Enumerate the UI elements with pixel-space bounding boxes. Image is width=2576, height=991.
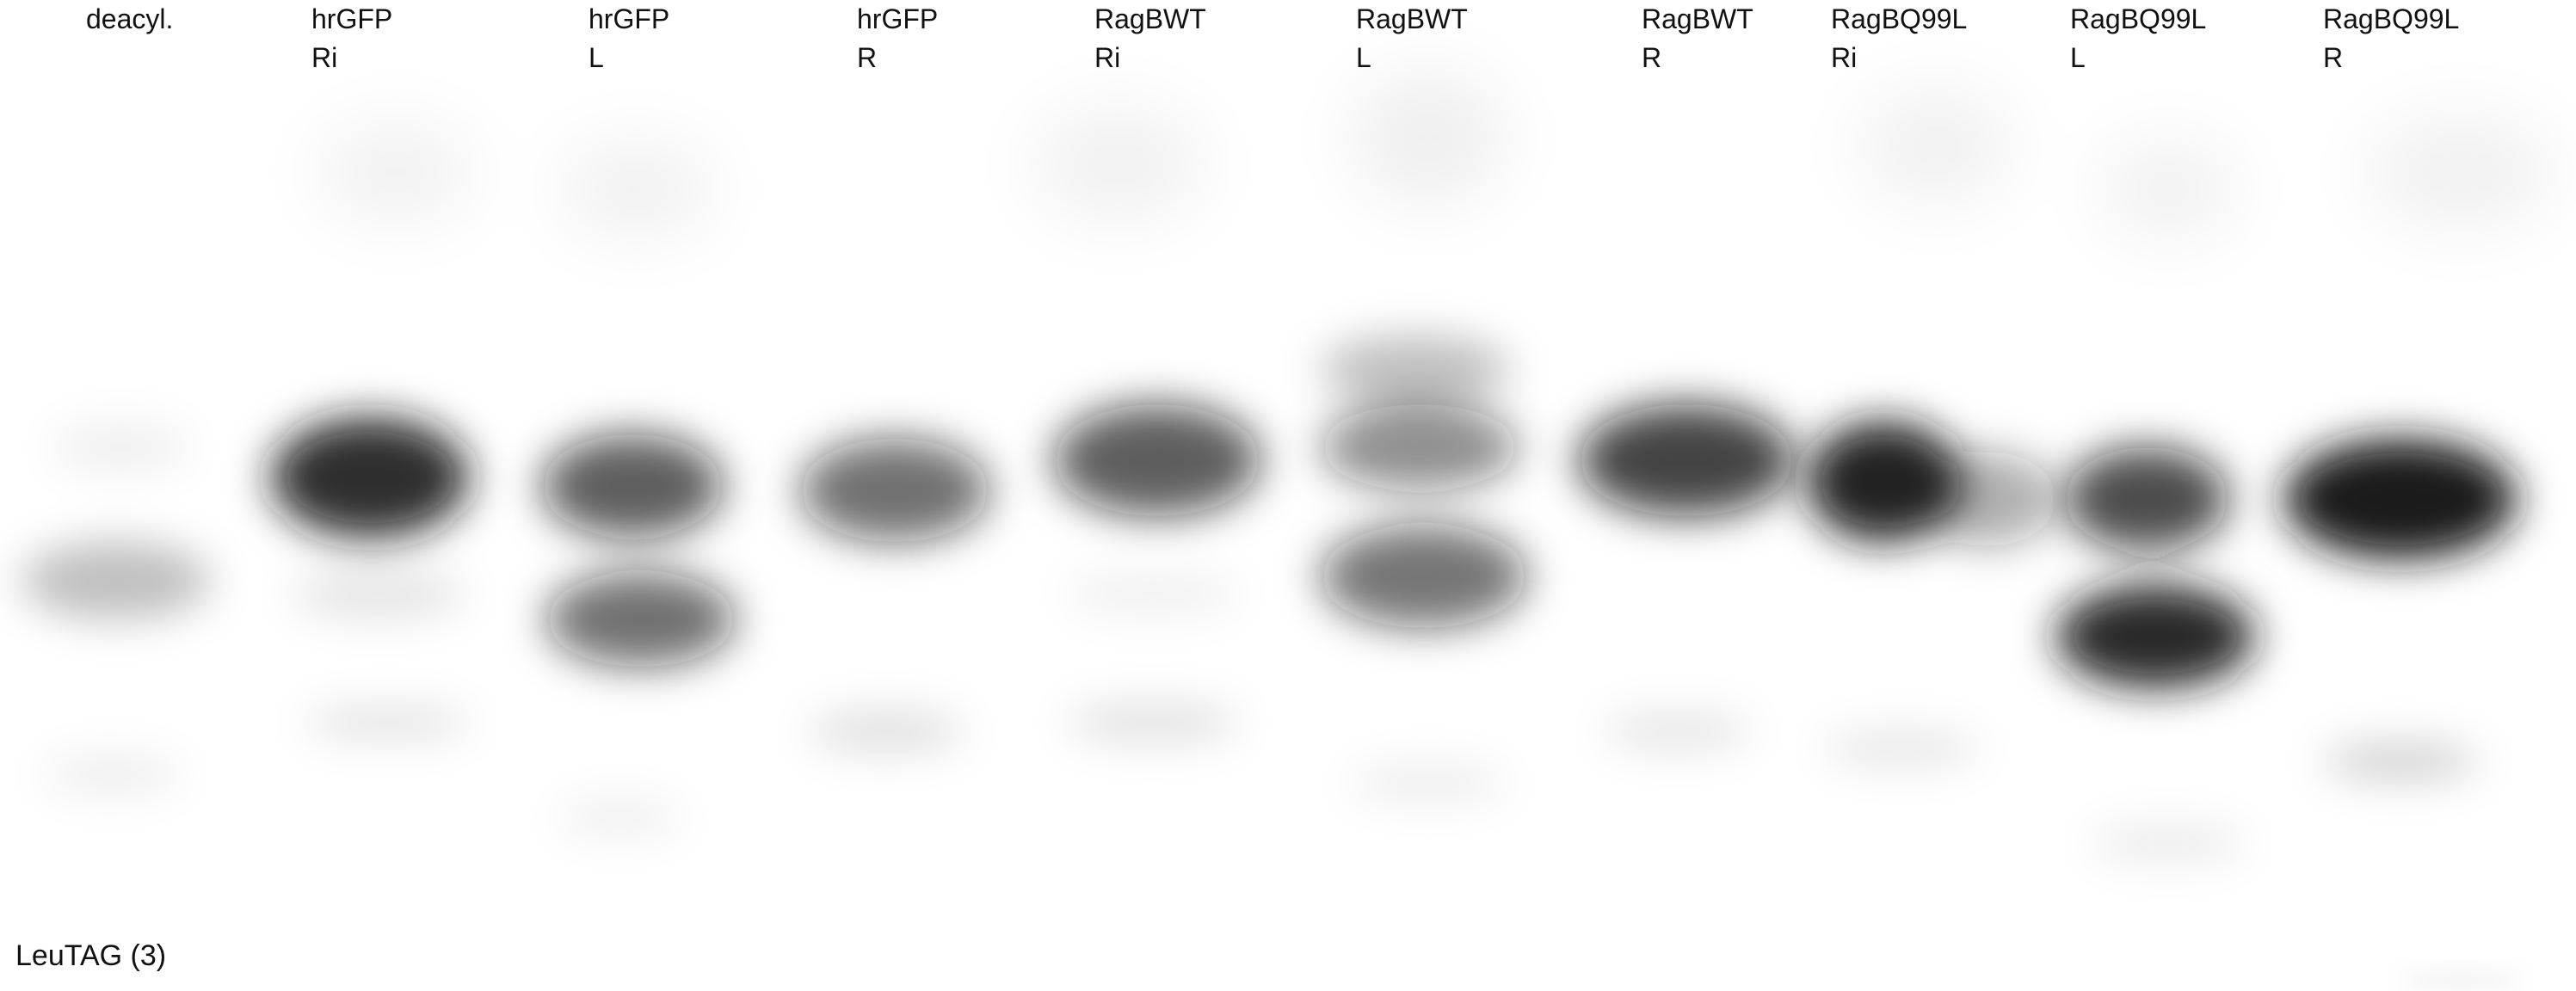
lane-label-line1: RagBWT bbox=[1094, 3, 1206, 34]
band bbox=[305, 707, 469, 738]
lane-label-ragbq99l-ri: RagBQ99L Ri bbox=[1831, 0, 1967, 77]
top-smear bbox=[2366, 112, 2555, 232]
band bbox=[293, 568, 465, 619]
lane-label-ragbwt-l: RagBWT L bbox=[1356, 0, 1468, 77]
lane-label-ragbwt-r: RagBWT R bbox=[1642, 0, 1753, 77]
top-smear bbox=[559, 138, 714, 241]
lane-label-ragbq99l-r: RagBQ99L R bbox=[2323, 0, 2459, 77]
band bbox=[52, 422, 189, 473]
band bbox=[2323, 742, 2478, 780]
band bbox=[271, 417, 469, 538]
band bbox=[1321, 525, 1527, 628]
lane-label-deacyl: deacyl. bbox=[86, 0, 173, 39]
band bbox=[1067, 704, 1239, 742]
lane-label-line1: deacyl. bbox=[86, 3, 174, 34]
lane-label-line2: L bbox=[589, 42, 604, 73]
top-smear bbox=[2099, 138, 2237, 241]
band bbox=[1351, 764, 1506, 802]
lane-label-line2: R bbox=[2323, 42, 2344, 73]
lane-label-line2: Ri bbox=[1831, 42, 1858, 73]
lane-label-ragbwt-ri: RagBWT Ri bbox=[1094, 0, 1206, 77]
band bbox=[1579, 404, 1794, 516]
top-smear bbox=[1351, 69, 1506, 206]
band bbox=[2284, 439, 2517, 559]
band bbox=[1054, 404, 1260, 516]
band bbox=[2065, 447, 2228, 551]
lane-label-hrgfp-ri: hrGFP Ri bbox=[311, 0, 392, 77]
band bbox=[2091, 824, 2246, 862]
lane-label-line1: RagBQ99L bbox=[2323, 3, 2460, 34]
band bbox=[809, 710, 964, 753]
lane-label-line1: RagBQ99L bbox=[1831, 3, 1968, 34]
blot-caption: LeuTAG (3) bbox=[15, 939, 167, 972]
band bbox=[559, 800, 680, 834]
lane-label-line1: RagBQ99L bbox=[2070, 3, 2207, 34]
band bbox=[1321, 404, 1519, 490]
top-smear bbox=[1858, 86, 2013, 206]
lane-label-line1: RagBWT bbox=[1356, 3, 1468, 34]
top-smear bbox=[1032, 103, 1205, 224]
lane-label-line2: R bbox=[1642, 42, 1662, 73]
band bbox=[1321, 335, 1510, 404]
top-smear bbox=[318, 120, 473, 224]
smudge bbox=[2400, 970, 2521, 991]
lane-label-ragbq99l-l: RagBQ99L L bbox=[2070, 0, 2206, 77]
lane-label-line2: Ri bbox=[1094, 42, 1121, 73]
band bbox=[1067, 572, 1239, 615]
band bbox=[2056, 585, 2254, 688]
lane-label-line1: RagBWT bbox=[1642, 3, 1753, 34]
lane-label-hrgfp-l: hrGFP L bbox=[589, 0, 669, 77]
lane-label-line1: hrGFP bbox=[857, 3, 939, 34]
band bbox=[800, 439, 989, 542]
band bbox=[1919, 452, 2056, 546]
lane-label-line2: Ri bbox=[311, 42, 338, 73]
band bbox=[546, 572, 736, 667]
lane-label-line1: hrGFP bbox=[589, 3, 670, 34]
lane-label-line1: hrGFP bbox=[311, 3, 393, 34]
lane-label-line2: L bbox=[1356, 42, 1371, 73]
lane-label-line2: L bbox=[2070, 42, 2086, 73]
band bbox=[1824, 731, 1979, 766]
band bbox=[1605, 712, 1751, 750]
band bbox=[22, 542, 211, 619]
band bbox=[43, 755, 181, 793]
lane-label-line2: R bbox=[857, 42, 878, 73]
lane-label-hrgfp-r: hrGFP R bbox=[857, 0, 938, 77]
band bbox=[542, 434, 723, 538]
